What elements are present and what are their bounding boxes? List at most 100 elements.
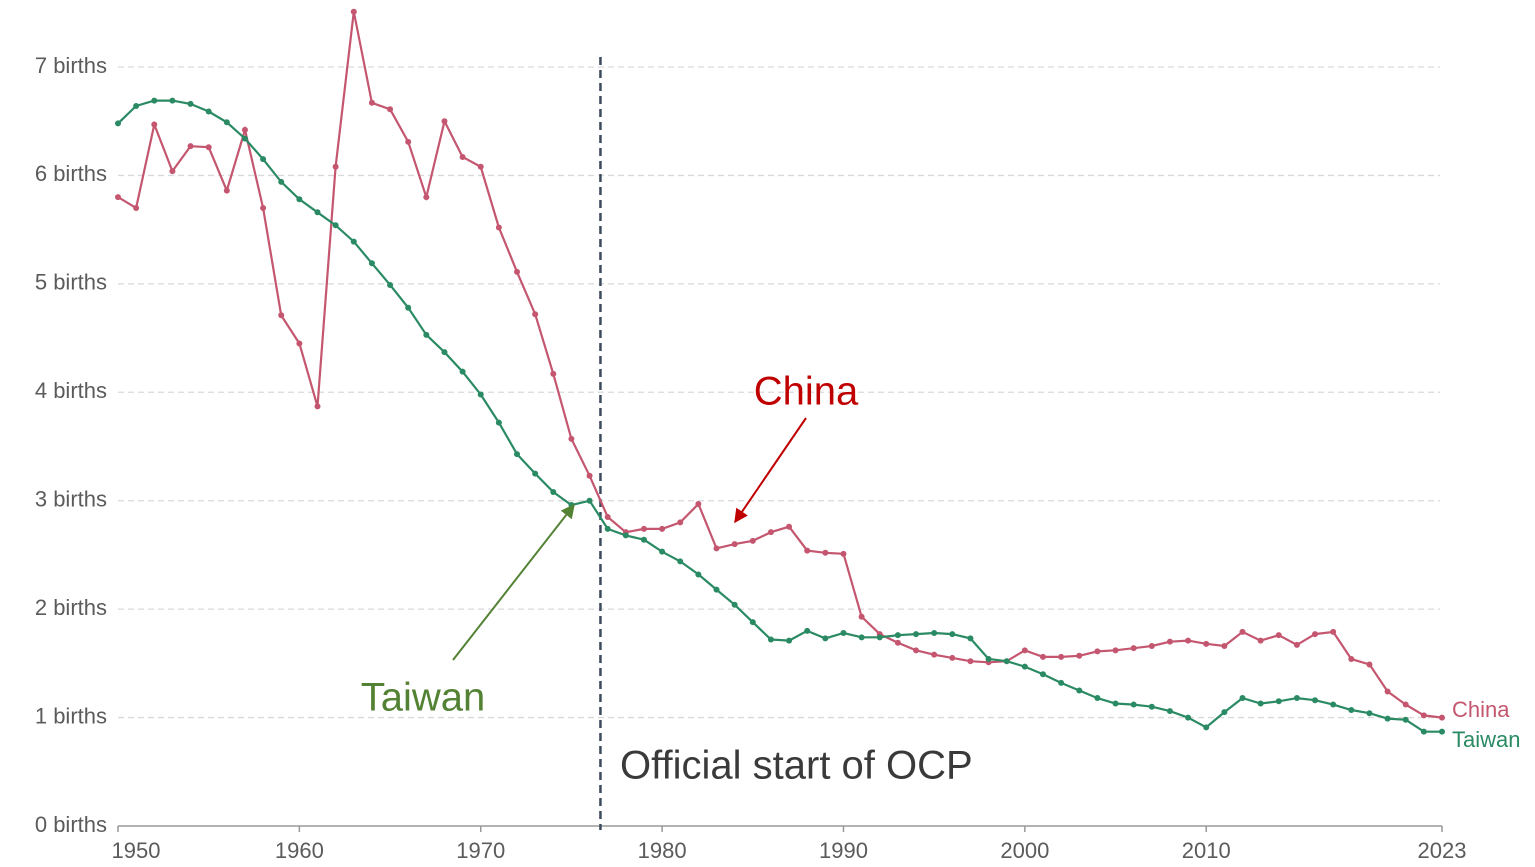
data-point — [205, 144, 212, 151]
data-point — [1348, 706, 1355, 713]
y-tick-label: 4 births — [35, 378, 107, 403]
data-point — [822, 635, 829, 642]
data-point — [876, 634, 883, 641]
data-point — [332, 222, 339, 229]
data-point — [133, 103, 140, 110]
data-point — [332, 163, 339, 170]
data-point — [1330, 701, 1337, 708]
data-point — [604, 513, 611, 520]
data-point — [1076, 652, 1083, 659]
x-tick-label: 2023 — [1418, 838, 1467, 863]
data-point — [441, 118, 448, 125]
data-point — [459, 153, 466, 160]
data-point — [677, 558, 684, 565]
x-tick-label: 2010 — [1182, 838, 1231, 863]
series-line — [117, 99, 1442, 733]
data-point — [749, 619, 756, 626]
data-point — [1021, 663, 1028, 670]
data-point — [260, 156, 267, 163]
data-point — [1185, 714, 1192, 721]
y-tick-label: 2 births — [35, 595, 107, 620]
data-point — [368, 99, 375, 106]
data-point — [1203, 640, 1210, 647]
data-point — [532, 311, 539, 318]
data-point — [985, 656, 992, 663]
data-point — [1039, 653, 1046, 660]
data-point — [368, 260, 375, 267]
data-point — [296, 196, 303, 203]
data-point — [223, 119, 230, 126]
series-end-label: Taiwan — [1452, 727, 1520, 752]
y-tick-label: 7 births — [35, 53, 107, 78]
x-tick-label: 2000 — [1000, 838, 1049, 863]
data-point — [913, 647, 920, 654]
data-point — [350, 8, 357, 15]
data-point — [1094, 648, 1101, 655]
data-point — [1112, 647, 1119, 654]
data-point — [1021, 647, 1028, 654]
data-point — [804, 627, 811, 634]
data-point — [1420, 712, 1427, 719]
data-point — [640, 525, 647, 532]
annotation-arrow — [734, 417, 807, 524]
data-point — [405, 304, 412, 311]
data-point — [731, 541, 738, 548]
reference-label: Official start of OCP — [620, 744, 973, 788]
data-point — [1039, 671, 1046, 678]
data-point — [695, 571, 702, 578]
x-tick-label: 1960 — [275, 838, 324, 863]
data-point — [1402, 701, 1409, 708]
data-point — [241, 135, 248, 142]
data-point — [115, 120, 121, 127]
data-point — [441, 349, 448, 356]
data-point — [1420, 728, 1427, 735]
data-point — [1112, 700, 1119, 707]
data-point — [640, 536, 647, 543]
data-point — [949, 631, 956, 638]
data-point — [822, 549, 829, 556]
data-point — [133, 204, 140, 211]
data-point — [1293, 641, 1300, 648]
data-point — [187, 143, 194, 150]
data-point — [423, 194, 430, 201]
data-point — [949, 654, 956, 661]
data-point — [514, 268, 521, 275]
data-point — [1221, 643, 1228, 650]
y-tick-label: 1 births — [35, 703, 107, 728]
data-point — [477, 163, 484, 170]
data-point — [1076, 687, 1083, 694]
data-point — [1330, 628, 1337, 635]
data-point — [205, 108, 212, 115]
data-point — [1148, 643, 1155, 650]
data-point — [1439, 728, 1445, 735]
data-point — [1130, 645, 1137, 652]
data-point — [786, 637, 793, 644]
data-point — [767, 636, 774, 643]
data-point — [151, 97, 158, 104]
data-point — [223, 187, 230, 194]
data-point — [151, 121, 158, 128]
x-tick-label: 1970 — [456, 838, 505, 863]
data-point — [1094, 695, 1101, 702]
data-point — [1166, 638, 1173, 645]
data-point — [659, 525, 666, 532]
data-point — [278, 178, 285, 185]
data-point — [659, 548, 666, 555]
data-point — [1058, 679, 1065, 686]
y-tick-label: 5 births — [35, 270, 107, 295]
data-point — [804, 547, 811, 554]
annotation-arrow — [452, 503, 575, 661]
data-point — [550, 370, 557, 377]
data-point — [169, 168, 176, 175]
data-point — [1058, 653, 1065, 660]
data-point — [749, 537, 756, 544]
data-point — [931, 651, 938, 658]
y-tick-label: 3 births — [35, 487, 107, 512]
data-point — [840, 550, 847, 557]
data-point — [1312, 697, 1319, 704]
data-point — [786, 523, 793, 530]
x-tick-label: 1990 — [819, 838, 868, 863]
data-point — [387, 281, 394, 288]
data-point — [169, 97, 176, 104]
data-point — [423, 331, 430, 338]
